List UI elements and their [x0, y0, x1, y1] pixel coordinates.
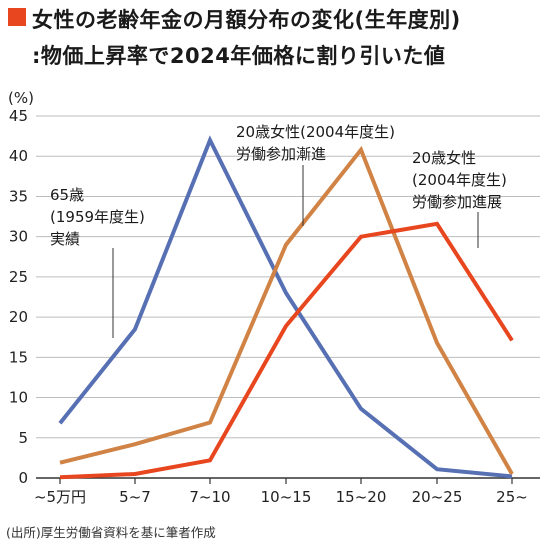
series-label-3: 20歳女性 [412, 149, 476, 167]
x-tick-label: 7~10 [189, 488, 230, 506]
series-label-2: 労働参加漸進 [236, 145, 326, 163]
x-tick-label: 20~25 [412, 488, 463, 506]
y-tick-label: 0 [18, 469, 28, 487]
y-tick-label: 35 [9, 187, 28, 205]
y-unit-label: (%) [8, 89, 34, 107]
y-tick-label: 30 [9, 228, 28, 246]
axes: (%) 0 5 10 15 20 25 30 35 40 45 ~5万円 5~7 7~10 10~15 15~… [8, 89, 540, 506]
x-tick-label: 5~7 [119, 488, 151, 506]
x-tick-label: ~5万円 [34, 488, 86, 506]
x-tick-label: 15~20 [336, 488, 387, 506]
series-label-1: 実績 [50, 230, 80, 248]
series-line-2 [59, 145, 514, 475]
y-tick-label: 15 [9, 348, 28, 366]
series-line-1 [58, 135, 513, 479]
y-tick-label: 10 [9, 389, 28, 407]
title-marker [8, 8, 26, 26]
grid [36, 115, 540, 439]
series-label-3: (2004年度生) [412, 171, 507, 189]
series-label-3: 労働参加進展 [412, 193, 502, 211]
series-label-2: 20歳女性(2004年度生) [236, 123, 395, 141]
series-label-1: (1959年度生) [50, 208, 145, 226]
series-line-3 [59, 221, 514, 480]
y-tick-label: 40 [9, 147, 28, 165]
chart-title: 女性の老齢年金の月額分布の変化(生年度別) [32, 8, 461, 32]
x-tick-label: 10~15 [261, 488, 312, 506]
y-tick-label: 20 [9, 308, 28, 326]
series-label-1: 65歳 [50, 186, 84, 204]
y-tick-label: 25 [9, 268, 28, 286]
x-tick-label: 25~ [496, 488, 528, 506]
chart-subtitle: :物価上昇率で2024年価格に割り引いた値 [32, 44, 446, 68]
y-tick-label: 45 [9, 107, 28, 125]
source-note: (出所)厚生労働省資料を基に筆者作成 [6, 525, 216, 540]
series-lines [58, 135, 514, 480]
y-tick-label: 5 [18, 429, 28, 447]
